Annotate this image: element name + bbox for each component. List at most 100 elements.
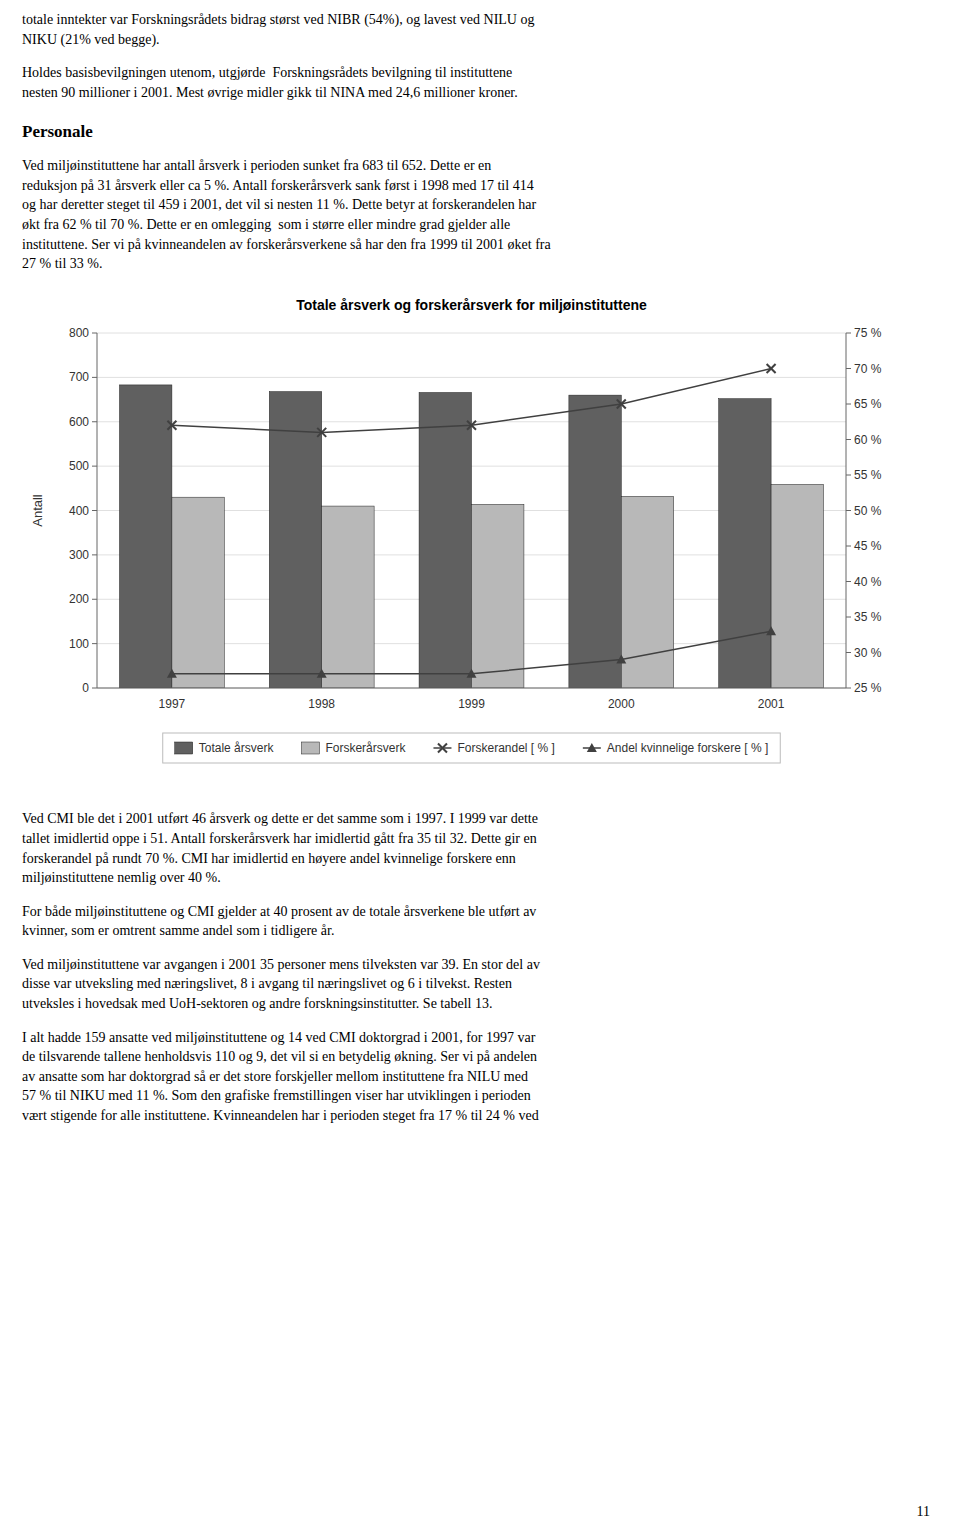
y2-tick-label: 40 % xyxy=(854,574,882,588)
section-heading: Personale xyxy=(22,120,916,144)
y2-tick xyxy=(846,474,851,475)
y2-tick-label: 70 % xyxy=(854,361,882,375)
marker-stroke xyxy=(617,399,626,408)
line xyxy=(172,368,771,432)
y2-tick xyxy=(846,652,851,653)
bar xyxy=(269,391,321,687)
marker-stroke xyxy=(167,421,176,430)
bar xyxy=(322,506,374,688)
y-tick-label: 500 xyxy=(69,459,89,473)
bar xyxy=(172,497,224,688)
marker-stroke xyxy=(767,364,776,373)
plot-data xyxy=(119,364,823,688)
legend-frame xyxy=(163,733,781,763)
y2-tick-label: 35 % xyxy=(854,610,882,624)
marker-x xyxy=(167,421,176,430)
y-tick-label: 800 xyxy=(69,326,89,340)
y2-tick-label: 60 % xyxy=(854,432,882,446)
paragraph: Holdes basisbevilgningen utenom, utgjørd… xyxy=(22,63,916,102)
y2-tick xyxy=(846,439,851,440)
marker-x xyxy=(317,428,326,437)
y2-tick-label: 45 % xyxy=(854,539,882,553)
page: totale inntekter var Forskningsrådets bi… xyxy=(0,0,960,1126)
y-tick xyxy=(92,421,97,422)
bar xyxy=(119,385,171,688)
marker-stroke xyxy=(617,399,626,408)
legend-item: Andel kvinnelige forskere [ % ] xyxy=(583,741,768,755)
y-axis-line xyxy=(97,333,98,688)
legend-swatch xyxy=(301,742,319,754)
legend-item: Totale årsverk xyxy=(175,741,275,755)
marker-stroke xyxy=(767,364,776,373)
chart-container: Totale årsverk og forskerårsverk for mil… xyxy=(22,288,916,794)
marker-stroke xyxy=(467,421,476,430)
x-tick-label: 1999 xyxy=(458,697,485,711)
y-tick-label: 200 xyxy=(69,592,89,606)
y2-tick xyxy=(846,616,851,617)
legend-swatch xyxy=(175,742,193,754)
y-tick xyxy=(92,643,97,644)
bar xyxy=(771,484,823,688)
legend-label: Forskerandel [ % ] xyxy=(457,741,554,755)
marker-stroke xyxy=(167,421,176,430)
legend: Totale årsverk Forskerårsverk Forskerandel… xyxy=(163,733,781,763)
y-tick xyxy=(92,554,97,555)
y-tick xyxy=(92,598,97,599)
marker-triangle xyxy=(317,669,327,678)
marker-triangle xyxy=(766,626,776,635)
paragraph: Ved miljøinstituttene har antall årsverk… xyxy=(22,156,916,274)
line xyxy=(172,631,771,674)
legend-label: Totale årsverk xyxy=(199,741,275,755)
paragraph: Ved CMI ble det i 2001 utført 46 årsverk… xyxy=(22,809,916,887)
chart-title: Totale årsverk og forskerårsverk for mil… xyxy=(296,297,647,313)
legend-label: Forskerårsverk xyxy=(325,741,406,755)
paragraph: I alt hadde 159 ansatte ved miljøinstitu… xyxy=(22,1028,916,1126)
y-tick-label: 100 xyxy=(69,636,89,650)
y-tick-label: 0 xyxy=(82,681,89,695)
y2-tick-label: 30 % xyxy=(854,645,882,659)
bar xyxy=(419,392,471,688)
paragraph: totale inntekter var Forskningsrådets bi… xyxy=(22,10,916,49)
y-tick xyxy=(92,465,97,466)
marker-x xyxy=(767,364,776,373)
y-tick xyxy=(92,377,97,378)
grid-line xyxy=(97,332,846,333)
y-axis-label: Antall xyxy=(30,494,45,527)
y2-tick xyxy=(846,403,851,404)
grid-line xyxy=(97,687,846,688)
y-tick xyxy=(92,332,97,333)
legend-marker xyxy=(587,743,597,752)
paragraph: Ved miljøinstituttene var avgangen i 200… xyxy=(22,955,916,1014)
bar xyxy=(621,496,673,688)
marker-x xyxy=(617,399,626,408)
marker-stroke xyxy=(467,421,476,430)
y2-tick-label: 55 % xyxy=(854,468,882,482)
y2-tick xyxy=(846,510,851,511)
legend-label: Andel kvinnelige forskere [ % ] xyxy=(607,741,768,755)
marker-triangle xyxy=(616,654,626,663)
bar xyxy=(719,398,771,687)
marker-stroke xyxy=(317,428,326,437)
paragraph: For både miljøinstituttene og CMI gjelde… xyxy=(22,902,916,941)
y2-tick xyxy=(846,332,851,333)
y-tick-label: 600 xyxy=(69,414,89,428)
page-number: 11 xyxy=(917,1504,930,1520)
y2-tick-label: 65 % xyxy=(854,397,882,411)
y-tick-label: 400 xyxy=(69,503,89,517)
bar xyxy=(569,395,621,688)
x-axis-line xyxy=(97,687,846,688)
y2-tick xyxy=(846,545,851,546)
y2-tick-label: 25 % xyxy=(854,681,882,695)
y2-tick xyxy=(846,368,851,369)
y2-tick-label: 75 % xyxy=(854,326,882,340)
legend-item: Forskerandel [ % ] xyxy=(433,741,554,755)
y-tick-label: 700 xyxy=(69,370,89,384)
x-tick-label: 1997 xyxy=(159,697,186,711)
x-tick-label: 2001 xyxy=(758,697,785,711)
y2-tick xyxy=(846,687,851,688)
bar xyxy=(472,504,524,688)
marker-stroke xyxy=(438,743,447,752)
y2-axis-line xyxy=(846,333,847,688)
chart: Totale årsverk og forskerårsverk for mil… xyxy=(22,288,916,788)
page-body: {"text_above": ["totale inntekter var Fo… xyxy=(0,0,960,1535)
